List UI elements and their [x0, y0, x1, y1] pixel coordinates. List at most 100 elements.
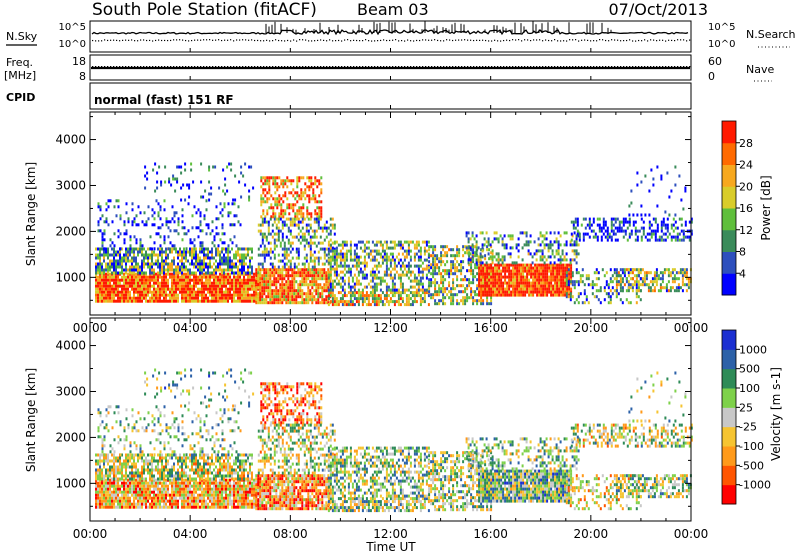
power-echo-cell	[151, 256, 153, 260]
power-echo-cell	[299, 241, 302, 245]
nave-dot	[491, 66, 493, 68]
power-echo-cell	[452, 284, 455, 288]
power-echo-cell	[311, 235, 314, 239]
nsearch-dot	[524, 39, 526, 41]
power-echo-cell	[269, 217, 272, 221]
power-echo-cell	[309, 250, 312, 254]
power-echo-cell	[593, 283, 596, 287]
power-echo-cell	[303, 265, 306, 269]
power-echo-cell	[165, 247, 167, 251]
power-echo-cell	[187, 259, 189, 263]
power-echo-cell	[296, 200, 299, 204]
nsearch-dot	[608, 40, 610, 42]
nsearch-dot	[251, 39, 253, 41]
power-echo-cell	[434, 287, 437, 291]
power-echo-cell	[111, 259, 113, 263]
nsearch-dot	[239, 39, 241, 41]
power-echo-cell	[528, 278, 531, 282]
power-echo-cell	[385, 285, 388, 289]
nave-dot	[323, 66, 325, 68]
power-echo-cell	[127, 220, 130, 224]
power-echo-cell	[522, 281, 525, 285]
nsearch-dot	[476, 39, 478, 41]
power-echo-cell	[539, 249, 542, 253]
power-echo-cell	[325, 220, 328, 224]
power-echo-cell	[596, 217, 599, 221]
power-echo-cell	[311, 280, 314, 284]
power-echo-cell	[243, 268, 245, 272]
power-echo-cell	[603, 286, 606, 290]
power-echo-cell	[562, 263, 565, 267]
power-echo-cell	[522, 293, 525, 297]
power-echo-cell	[297, 268, 300, 272]
power-echo-cell	[167, 253, 169, 257]
nave-dot	[134, 66, 136, 68]
power-echo-cell	[333, 300, 336, 304]
power-echo-cell	[125, 229, 128, 233]
power-echo-cell	[523, 231, 526, 235]
power-echo-cell	[472, 281, 475, 285]
power-echo-cell	[575, 249, 578, 253]
power-echo-cell	[359, 255, 362, 259]
power-echo-cell	[508, 290, 511, 294]
nave-dot	[608, 66, 610, 68]
power-echo-cell	[283, 283, 286, 287]
nsearch-dot	[638, 39, 640, 42]
nsearch-dot	[194, 39, 196, 41]
power-echo-cell	[522, 272, 525, 276]
power-echo-cell	[478, 290, 481, 294]
power-echo-cell	[209, 299, 211, 303]
power-echo-cell	[415, 282, 418, 286]
power-echo-cell	[327, 286, 330, 290]
power-echo-cell	[535, 249, 538, 253]
power-echo-cell	[231, 278, 233, 282]
power-echo-cell	[195, 275, 197, 279]
power-echo-cell	[436, 302, 439, 306]
power-echo-cell	[211, 296, 213, 300]
power-echo-cell	[351, 303, 354, 307]
power-echo-cell	[223, 202, 226, 206]
power-echo-cell	[559, 261, 562, 265]
power-echo-cell	[369, 252, 372, 256]
power-echo-cell	[278, 215, 281, 219]
power-echo-cell	[299, 286, 302, 290]
power-echo-cell	[171, 275, 173, 279]
power-echo-cell	[165, 296, 167, 300]
power-echo-cell	[173, 284, 175, 288]
power-echo-cell	[508, 272, 511, 276]
power-echo-cell	[481, 255, 484, 259]
power-echo-cell	[393, 273, 396, 277]
power-echo-cell	[576, 220, 579, 224]
power-echo-cell	[248, 195, 251, 199]
power-echo-cell	[303, 262, 306, 266]
power-echo-cell	[261, 274, 264, 278]
power-echo-cell	[151, 284, 153, 288]
power-echo-cell	[103, 296, 105, 300]
power-echo-cell	[143, 290, 145, 294]
power-echo-cell	[99, 229, 102, 233]
power-echo-cell	[442, 281, 445, 285]
power-echo-cell	[139, 247, 141, 251]
power-echo-cell	[195, 262, 197, 266]
power-echo-cell	[528, 284, 531, 288]
power-echo-cell	[105, 217, 108, 221]
power-echo-cell	[432, 260, 435, 264]
power-echo-cell	[395, 270, 398, 274]
power-echo-cell	[191, 226, 194, 230]
nave-dot	[320, 66, 322, 68]
power-echo-cell	[329, 294, 332, 298]
power-echo-cell	[585, 277, 588, 281]
power-echo-cell	[472, 278, 475, 282]
power-echo-cell	[135, 275, 137, 279]
power-echo-cell	[187, 268, 189, 272]
power-echo-cell	[257, 298, 260, 302]
power-echo-cell	[181, 238, 184, 242]
power-echo-cell	[355, 279, 358, 283]
power-echo-cell	[133, 284, 135, 288]
power-echo-cell	[261, 286, 264, 290]
nave-dot	[578, 66, 580, 68]
power-echo-cell	[397, 240, 400, 244]
nsearch-dot	[464, 39, 466, 41]
power-echo-cell	[613, 268, 616, 272]
power-echo-cell	[181, 299, 183, 303]
